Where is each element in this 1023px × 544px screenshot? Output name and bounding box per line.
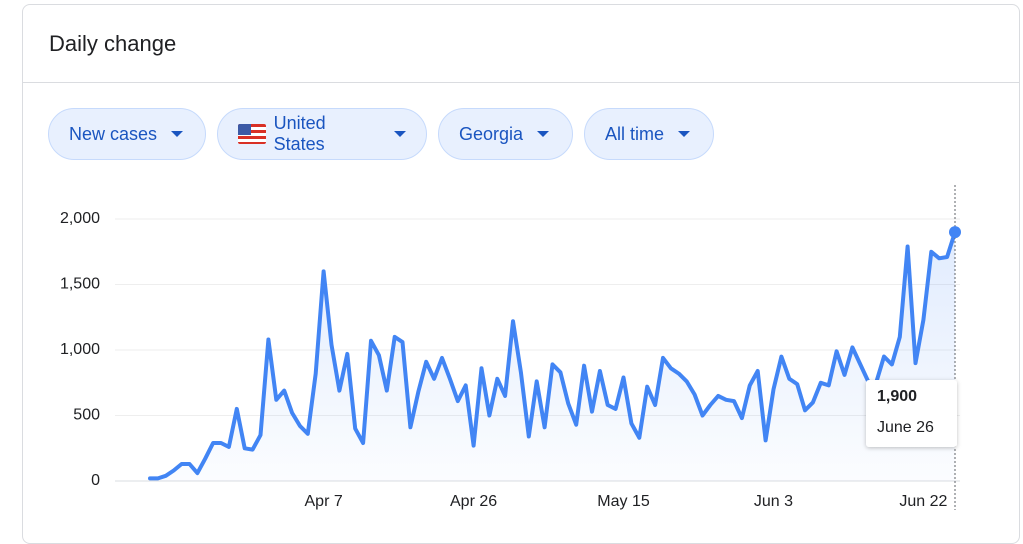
y-tick-label: 2,000 [60, 210, 100, 227]
dropdown-arrow [171, 131, 184, 137]
x-tick-label: Jun 3 [754, 493, 793, 510]
x-tick-label: May 15 [597, 493, 650, 510]
dropdown-arrow [394, 131, 406, 137]
chart: 0 500 1,000 1,500 2,000 Apr 7 Apr 26 May 15 Jun … [60, 185, 961, 510]
y-tick-label: 1,000 [60, 341, 100, 358]
flag-icon [238, 124, 266, 144]
chip-label: All time [605, 123, 665, 144]
x-tick-label: Jun 22 [899, 493, 947, 510]
y-tick-label: 1,500 [60, 276, 100, 293]
page: {"header": {"title": "Daily change"}, "f… [22, 4, 1020, 544]
y-tick-label: 0 [91, 472, 100, 489]
dropdown-arrow [678, 131, 691, 137]
tooltip-value: 1,900 [877, 388, 917, 405]
divider [23, 82, 1019, 83]
x-tick-label: Apr 26 [450, 493, 497, 510]
tooltip-date: June 26 [877, 419, 934, 436]
card: Daily change New cases United States Geo… [22, 4, 1020, 544]
filter-chip[interactable]: All time [584, 108, 714, 160]
line [148, 230, 957, 481]
y-tick-label: 500 [73, 407, 100, 424]
tooltip-box [866, 380, 957, 447]
tooltip: 1,900 June 26 [866, 380, 957, 447]
chip-label: United States [273, 113, 326, 154]
area-fill [150, 232, 955, 481]
dropdown-arrow [537, 131, 550, 137]
x-tick-label: Apr 7 [305, 493, 343, 510]
filter-chip[interactable]: New cases [48, 108, 206, 160]
card-title: Daily change [49, 31, 177, 56]
filter-chip[interactable]: Georgia [438, 108, 573, 160]
hover-point [949, 226, 961, 239]
chip-label: New cases [69, 123, 158, 144]
filter-chip[interactable]: United States [217, 108, 427, 160]
chip-label: Georgia [459, 123, 524, 144]
